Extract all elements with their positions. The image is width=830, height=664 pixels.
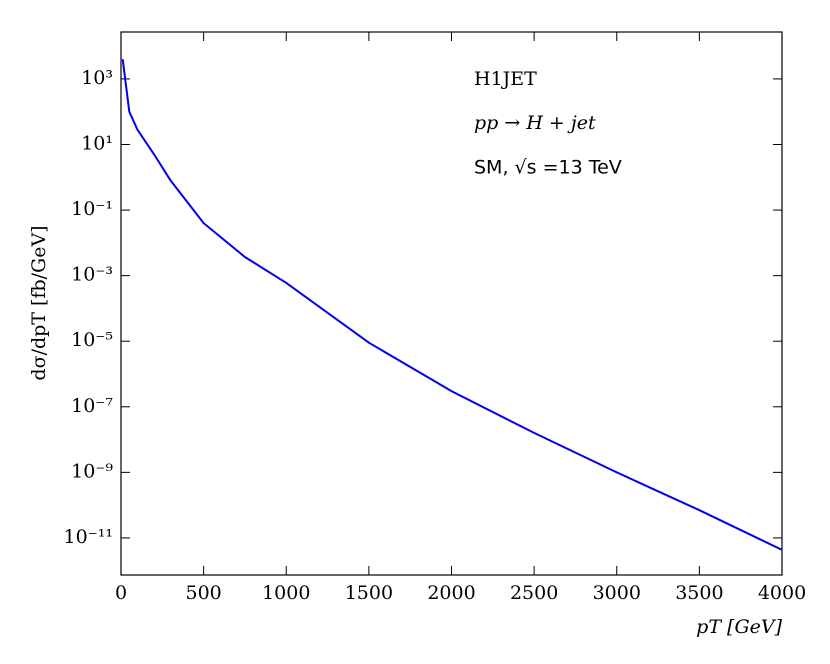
annotation: SM, √s =13 TeV [474,157,622,179]
x-tick-label: 1500 [345,582,393,604]
x-axis-label: pT [GeV] [696,616,782,638]
x-tick-label: 3500 [675,582,723,604]
x-tick-label: 2000 [427,582,475,604]
x-tick-label: 0 [115,582,127,604]
annotation: pp → H + jet [474,112,596,134]
y-tick-label: 10⁻⁷ [71,395,113,417]
y-tick-label: 10⁻⁵ [71,329,113,351]
y-tick-label: 10⁻¹ [71,198,113,220]
x-tick-label: 500 [185,582,221,604]
annotation: H1JET [474,68,537,90]
y-axis-label: dσ/dpT [fb/GeV] [28,225,50,380]
x-tick-label: 3000 [593,582,641,604]
y-tick-label: 10⁻³ [71,264,113,286]
y-tick-label: 10³ [81,67,113,89]
x-tick-label: 2500 [510,582,558,604]
x-tick-label: 1000 [262,582,310,604]
plot-frame [120,31,783,576]
y-tick-label: 10¹ [81,132,113,154]
y-tick-label: 10⁻⁹ [71,460,113,482]
data-line [121,59,783,551]
x-tick-label: 4000 [758,582,806,604]
y-tick-label: 10⁻¹¹ [64,526,113,548]
